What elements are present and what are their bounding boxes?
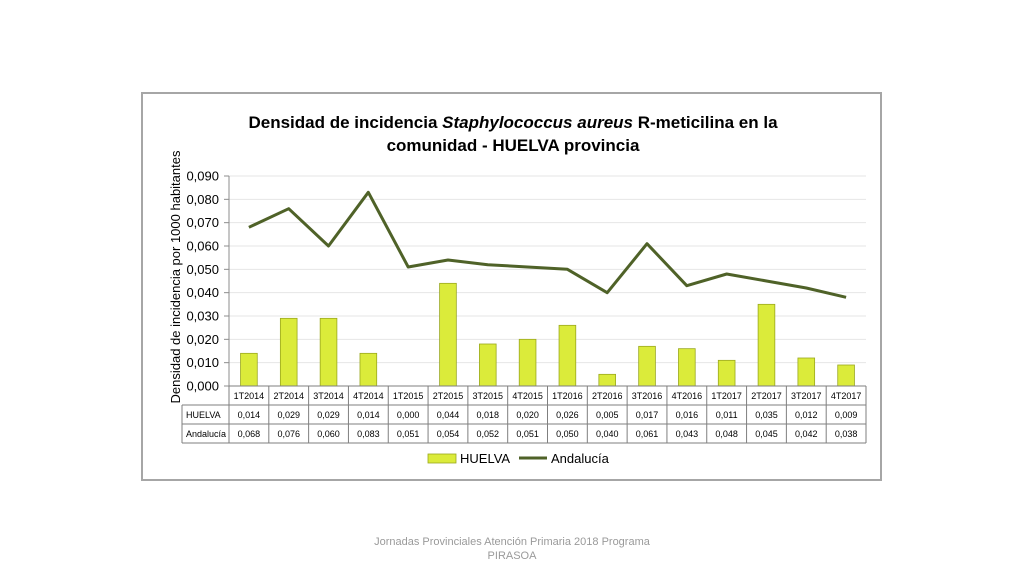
category-label: 1T2015: [393, 391, 424, 401]
footer-line-1: Jornadas Provinciales Atención Primaria …: [374, 536, 650, 548]
huelva-value: 0,026: [556, 410, 579, 420]
y-tick-label: 0,090: [186, 169, 219, 184]
category-label: 3T2017: [791, 391, 822, 401]
andalucia-value: 0,043: [676, 429, 699, 439]
andalucia-value: 0,051: [516, 429, 539, 439]
category-label: 1T2017: [711, 391, 742, 401]
legend-huelva-swatch: [427, 453, 457, 464]
andalucia-value: 0,068: [238, 429, 261, 439]
huelva-value: 0,029: [317, 410, 340, 420]
andalucia-value: 0,048: [715, 429, 738, 439]
bar-huelva: [359, 352, 378, 387]
footer-line-2: PIRASOA: [487, 550, 537, 562]
andalucia-value: 0,051: [397, 429, 420, 439]
category-label: 3T2016: [632, 391, 663, 401]
row-header-huelva: HUELVA: [186, 410, 221, 420]
bar-huelva: [279, 317, 298, 387]
y-tick-label: 0,030: [186, 309, 219, 324]
andalucia-value: 0,083: [357, 429, 380, 439]
andalucia-value: 0,052: [477, 429, 500, 439]
y-tick-label: 0,070: [186, 215, 219, 230]
y-tick-label: 0,080: [186, 192, 219, 207]
category-label: 1T2016: [552, 391, 583, 401]
category-label: 4T2016: [672, 391, 703, 401]
category-label: 2T2017: [751, 391, 782, 401]
bar-huelva: [479, 343, 497, 387]
huelva-value: 0,014: [357, 410, 380, 420]
line-andalucia: [248, 190, 847, 299]
chart-svg: Densidad de incidencia Staphylococcus au…: [168, 113, 867, 466]
huelva-value: 0,005: [596, 410, 619, 420]
huelva-value: 0,012: [795, 410, 818, 420]
andalucia-value: 0,061: [636, 429, 659, 439]
category-label: 3T2015: [473, 391, 504, 401]
huelva-value: 0,018: [477, 410, 500, 420]
andalucia-value: 0,076: [277, 429, 300, 439]
bar-huelva: [757, 303, 776, 387]
huelva-value: 0,035: [755, 410, 778, 420]
legend-huelva-label: HUELVA: [460, 451, 510, 466]
andalucia-value: 0,054: [437, 429, 460, 439]
bar-huelva: [439, 282, 457, 387]
bar-huelva: [797, 357, 816, 387]
y-tick-label: 0,040: [186, 285, 219, 300]
andalucia-value: 0,040: [596, 429, 619, 439]
category-label: 2T2014: [273, 391, 304, 401]
bar-huelva: [717, 359, 736, 387]
bar-huelva: [598, 373, 616, 387]
bar-huelva: [319, 317, 338, 387]
huelva-value: 0,029: [277, 410, 300, 420]
andalucia-value: 0,045: [755, 429, 778, 439]
chart-frame: Densidad de incidencia Staphylococcus au…: [141, 92, 882, 481]
bar-huelva: [240, 352, 258, 387]
huelva-value: 0,009: [835, 410, 858, 420]
category-label: 4T2015: [512, 391, 543, 401]
chart-title-line1: Densidad de incidencia Staphylococcus au…: [248, 113, 778, 132]
andalucia-value: 0,060: [317, 429, 340, 439]
category-label: 4T2014: [353, 391, 384, 401]
footer: Jornadas Provinciales Atención Primaria …: [362, 535, 662, 563]
huelva-value: 0,014: [238, 410, 261, 420]
huelva-value: 0,016: [676, 410, 699, 420]
row-header-andalucia: Andalucía: [186, 429, 226, 439]
category-label: 2T2015: [433, 391, 464, 401]
y-tick-label: 0,000: [186, 379, 219, 394]
bar-huelva: [518, 338, 537, 387]
category-label: 3T2014: [313, 391, 344, 401]
y-tick-label: 0,060: [186, 239, 219, 254]
category-label: 4T2017: [831, 391, 862, 401]
bar-huelva: [558, 324, 577, 387]
y-tick-label: 0,050: [186, 262, 219, 277]
legend-andalucia-label: Andalucía: [551, 451, 610, 466]
andalucia-value: 0,050: [556, 429, 579, 439]
y-axis-label: Densidad de incidencia por 1000 habitant…: [168, 150, 183, 403]
bar-huelva: [638, 345, 656, 387]
huelva-value: 0,011: [716, 410, 738, 420]
category-label: 1T2014: [234, 391, 265, 401]
y-tick-label: 0,020: [186, 332, 219, 347]
bar-huelva: [678, 348, 696, 387]
huelva-value: 0,020: [516, 410, 539, 420]
chart-title-line2: comunidad - HUELVA provincia: [387, 136, 640, 155]
title-segment-0: Densidad de incidencia: [248, 113, 442, 132]
category-label: 2T2016: [592, 391, 623, 401]
title-segment-1: Staphylococcus aureus: [442, 113, 633, 132]
title-segment-2: R-meticilina en la: [633, 113, 778, 132]
huelva-value: 0,017: [636, 410, 659, 420]
andalucia-value: 0,038: [835, 429, 858, 439]
huelva-value: 0,044: [437, 410, 460, 420]
y-tick-label: 0,010: [186, 355, 219, 370]
huelva-value: 0,000: [397, 410, 420, 420]
andalucia-value: 0,042: [795, 429, 818, 439]
bar-huelva: [837, 364, 855, 387]
